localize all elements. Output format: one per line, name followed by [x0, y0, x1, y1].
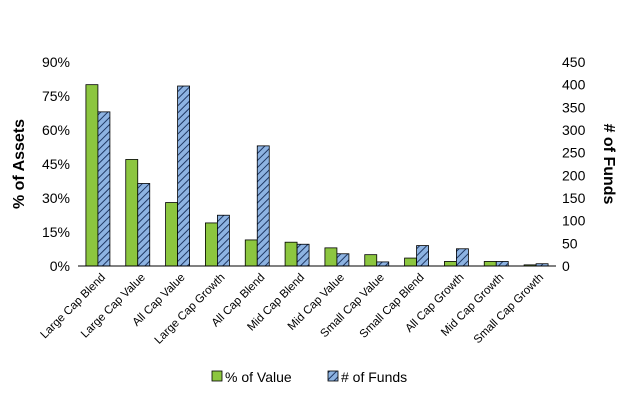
bar-percent-of-value: [85, 84, 99, 267]
legend-label-number-of-funds: # of Funds: [341, 369, 407, 385]
bar-percent-of-value: [364, 254, 378, 267]
bar-number-of-funds: [137, 183, 151, 267]
right-tick-label: 300: [562, 122, 586, 138]
bar-number-of-funds: [177, 85, 190, 267]
bar-number-of-funds: [97, 111, 111, 267]
bar-number-of-funds: [336, 253, 350, 267]
left-tick-label: 30%: [42, 190, 70, 206]
left-axis-title-text: % of Assets: [11, 119, 28, 209]
bar-number-of-funds: [376, 261, 390, 267]
left-tick-label: 15%: [42, 224, 70, 240]
left-tick-label: 45%: [42, 156, 70, 172]
bar-percent-of-value: [205, 222, 218, 267]
right-tick-label: 250: [562, 145, 586, 161]
bar-number-of-funds: [296, 243, 310, 267]
legend: % of Value # of Funds: [211, 369, 407, 385]
bar-percent-of-value: [404, 257, 417, 267]
bar-number-of-funds: [495, 261, 509, 267]
bar-number-of-funds: [217, 214, 230, 267]
category-label: Large Cap Growth: [153, 272, 228, 347]
bar-number-of-funds: [256, 145, 270, 267]
right-axis-title-text: # of Funds: [600, 124, 617, 205]
left-axis-title: % of Assets: [11, 119, 28, 209]
right-tick-label: 450: [562, 54, 586, 70]
right-tick-label: 350: [562, 99, 586, 115]
left-tick-label: 0%: [50, 258, 70, 274]
bar-percent-of-value: [125, 159, 139, 267]
legend-swatch-percent-of-value: [211, 370, 223, 382]
bar-number-of-funds: [416, 245, 429, 267]
bar-percent-of-value: [444, 261, 457, 267]
bar-percent-of-value: [165, 202, 178, 267]
bar-percent-of-value: [284, 241, 298, 267]
right-tick-label: 150: [562, 190, 586, 206]
right-axis-ticks: 0 50 100 150 200 250 300 350 400 450: [562, 54, 586, 274]
bar-percent-of-value: [324, 247, 338, 267]
right-tick-label: 0: [562, 258, 570, 274]
right-tick-label: 100: [562, 213, 586, 229]
bar-percent-of-value: [483, 261, 497, 267]
bar-number-of-funds: [456, 248, 469, 267]
left-tick-label: 75%: [42, 88, 70, 104]
legend-label-percent-of-value: % of Value: [225, 369, 292, 385]
left-tick-label: 90%: [42, 54, 70, 70]
category-label: Small Cap Growth: [472, 272, 546, 346]
left-axis-ticks: 0% 15% 30% 45% 60% 75% 90%: [42, 54, 70, 274]
bars: [85, 84, 549, 267]
bar-percent-of-value: [244, 239, 258, 267]
right-tick-label: 200: [562, 167, 586, 183]
right-tick-label: 50: [562, 235, 578, 251]
right-axis-title: # of Funds: [600, 124, 617, 205]
legend-swatch-number-of-funds: [327, 370, 339, 382]
category-label: Large Cap Blend: [39, 272, 109, 342]
left-tick-label: 60%: [42, 122, 70, 138]
right-tick-label: 400: [562, 77, 586, 93]
